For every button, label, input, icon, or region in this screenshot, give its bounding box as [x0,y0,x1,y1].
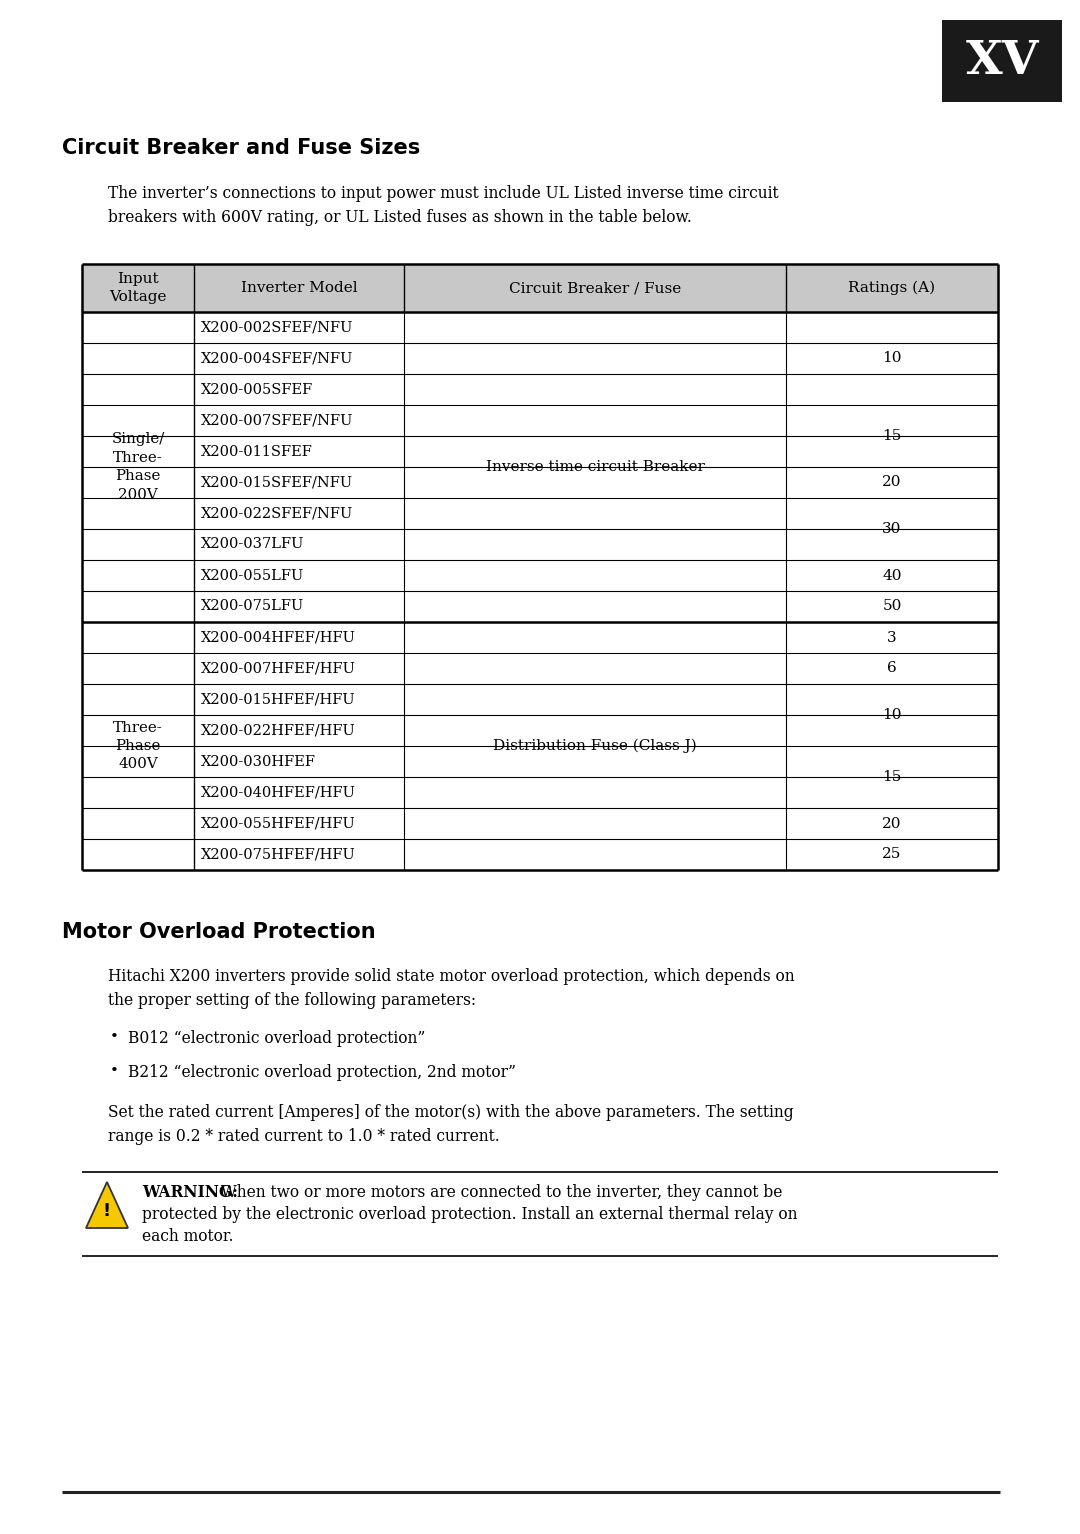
Text: Single/
Three-
Phase
200V: Single/ Three- Phase 200V [111,433,164,502]
Text: X200-002SFEF/NFU: X200-002SFEF/NFU [201,321,353,334]
Text: X200-040HFEF/HFU: X200-040HFEF/HFU [201,785,356,799]
Text: •: • [109,1065,119,1078]
Text: 6: 6 [887,661,896,675]
Text: B212 “electronic overload protection, 2nd motor”: B212 “electronic overload protection, 2n… [129,1065,516,1081]
Text: !: ! [103,1201,111,1220]
Text: X200-011SFEF: X200-011SFEF [201,445,313,459]
Text: X200-022SFEF/NFU: X200-022SFEF/NFU [201,506,353,520]
Text: XV: XV [966,38,1039,84]
Text: X200-015SFEF/NFU: X200-015SFEF/NFU [201,476,353,489]
Text: protected by the electronic overload protection. Install an external thermal rel: protected by the electronic overload pro… [141,1206,797,1223]
Text: Circuit Breaker and Fuse Sizes: Circuit Breaker and Fuse Sizes [62,138,420,158]
Text: 50: 50 [882,600,902,614]
Text: Ratings (A): Ratings (A) [849,281,935,295]
Text: Circuit Breaker / Fuse: Circuit Breaker / Fuse [509,281,681,295]
Polygon shape [86,1183,129,1229]
Text: X200-004SFEF/NFU: X200-004SFEF/NFU [201,351,353,365]
Text: 3: 3 [887,630,896,644]
Text: Distribution Fuse (Class J): Distribution Fuse (Class J) [494,739,697,753]
Text: X200-007SFEF/NFU: X200-007SFEF/NFU [201,414,353,428]
Text: Inverse time circuit Breaker: Inverse time circuit Breaker [486,460,704,474]
Text: 20: 20 [882,476,902,489]
Text: X200-075HFEF/HFU: X200-075HFEF/HFU [201,847,355,862]
Text: The inverter’s connections to input power must include UL Listed inverse time ci: The inverter’s connections to input powe… [108,186,779,225]
Text: Set the rated current [Amperes] of the motor(s) with the above parameters. The s: Set the rated current [Amperes] of the m… [108,1104,794,1146]
Text: 30: 30 [882,522,902,535]
Text: 20: 20 [882,816,902,830]
Text: X200-007HFEF/HFU: X200-007HFEF/HFU [201,661,356,675]
Text: 10: 10 [882,709,902,723]
Text: X200-030HFEF: X200-030HFEF [201,755,316,769]
Text: Hitachi X200 inverters provide solid state motor overload protection, which depe: Hitachi X200 inverters provide solid sta… [108,968,795,1009]
Text: X200-075LFU: X200-075LFU [201,600,305,614]
Bar [942,20,1062,101]
Text: X200-055LFU: X200-055LFU [201,569,305,583]
Text: Inverter Model: Inverter Model [241,281,357,295]
Text: 10: 10 [882,351,902,365]
Text: Motor Overload Protection: Motor Overload Protection [62,922,376,942]
Text: WARNING:: WARNING: [141,1184,238,1201]
Text: 25: 25 [882,847,902,862]
Text: X200-055HFEF/HFU: X200-055HFEF/HFU [201,816,355,830]
Text: B012 “electronic overload protection”: B012 “electronic overload protection” [129,1029,426,1048]
Text: Input
Voltage: Input Voltage [109,273,166,304]
Text: X200-015HFEF/HFU: X200-015HFEF/HFU [201,692,355,707]
Text: When two or more motors are connected to the inverter, they cannot be: When two or more motors are connected to… [216,1184,782,1201]
Text: 40: 40 [882,569,902,583]
Text: Three-
Phase
400V: Three- Phase 400V [113,721,163,772]
Bar [82,264,998,311]
Text: X200-005SFEF: X200-005SFEF [201,382,313,396]
Text: X200-022HFEF/HFU: X200-022HFEF/HFU [201,724,355,738]
Text: X200-037LFU: X200-037LFU [201,537,305,552]
Text: 15: 15 [882,770,902,784]
Text: •: • [109,1029,119,1045]
Text: X200-004HFEF/HFU: X200-004HFEF/HFU [201,630,356,644]
Text: each motor.: each motor. [141,1229,233,1246]
Text: 15: 15 [882,430,902,443]
